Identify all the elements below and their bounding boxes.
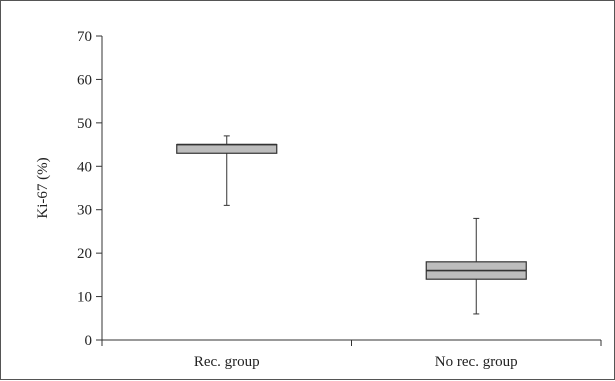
x-tick-label: Rec. group — [194, 354, 260, 370]
y-tick-label: 40 — [77, 159, 92, 175]
box-plot-item — [176, 135, 278, 206]
x-tick-label: No rec. group — [435, 354, 518, 370]
y-tick-label: 30 — [77, 203, 92, 219]
box-iqr — [176, 143, 278, 154]
y-tick-label: 70 — [77, 29, 92, 45]
y-tick-label: 0 — [85, 333, 93, 349]
x-axis-ticks: Rec. group No rec. group — [101, 340, 602, 370]
y-tick-label: 50 — [77, 116, 92, 132]
y-tick-label: 20 — [77, 246, 92, 262]
y-tick-label: 60 — [77, 72, 92, 88]
box-plot-item — [425, 217, 527, 315]
y-axis-ticks: 0 10 20 30 40 50 60 70 — [77, 29, 102, 349]
axes — [101, 36, 601, 341]
y-axis-title: Ki-67 (%) — [35, 157, 51, 218]
box-series — [176, 135, 527, 315]
y-tick-label: 10 — [77, 290, 92, 306]
